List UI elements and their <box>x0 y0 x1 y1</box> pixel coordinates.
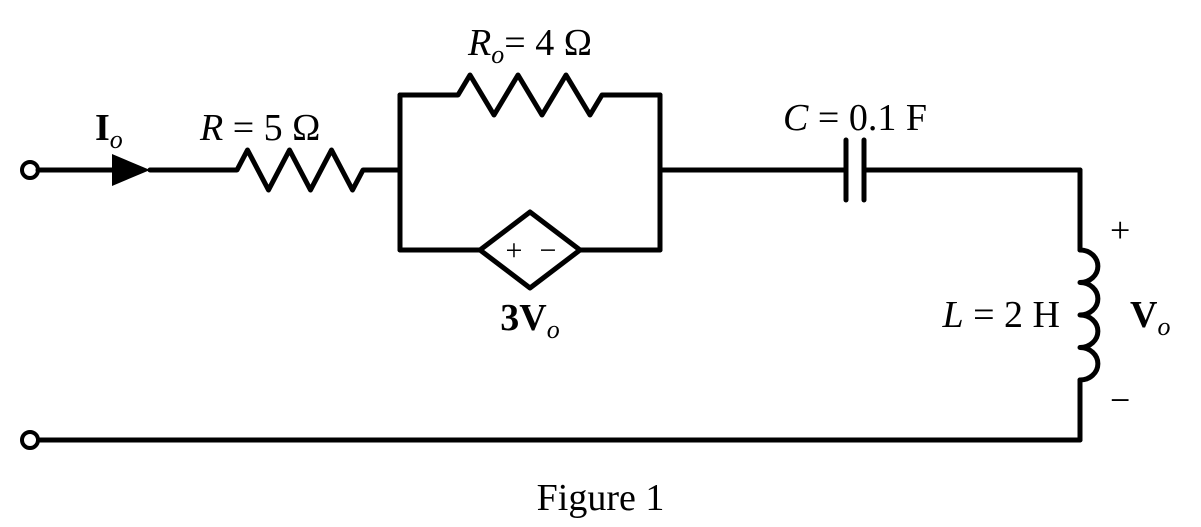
label-Ro: Ro= 4 Ω <box>467 22 592 69</box>
tspan-element: = 5 Ω <box>223 107 320 149</box>
tspan-element: I <box>95 107 110 149</box>
dep-src-minus: − <box>540 234 557 267</box>
tspan-element: o <box>1157 312 1170 341</box>
tspan-element: V <box>1130 294 1158 336</box>
tspan-element: + <box>1110 210 1130 250</box>
tspan-element: o <box>110 125 123 154</box>
vo-minus: − <box>1110 380 1130 420</box>
vo-plus: + <box>1110 210 1130 250</box>
tspan-element: = 0.1 F <box>808 97 927 139</box>
circuit-diagram: IoR = 5 ΩRo= 4 Ω+−3VoC = 0.1 F+−L = 2 HV… <box>0 0 1201 527</box>
polygon-element <box>480 212 580 288</box>
tspan-element: = 4 Ω <box>504 22 592 64</box>
label-L: L = 2 H <box>941 294 1060 336</box>
path-element <box>450 75 610 115</box>
tspan-element: C <box>783 97 809 139</box>
tspan-element: − <box>1110 380 1130 420</box>
label-Vo: Vo <box>1130 294 1170 341</box>
tspan-element: o <box>547 315 560 344</box>
polygon-element <box>112 154 150 186</box>
label-R: R = 5 Ω <box>199 107 320 149</box>
path-element <box>230 150 370 190</box>
tspan-element: o <box>491 40 504 69</box>
tspan-element: 3V <box>500 297 547 339</box>
tspan-element: L <box>941 294 963 336</box>
circle-element <box>22 432 38 448</box>
label-C: C = 0.1 F <box>783 97 927 139</box>
label-3Vo: 3Vo <box>500 297 559 344</box>
figure-caption: Figure 1 <box>537 477 665 519</box>
path-element <box>1080 250 1098 380</box>
tspan-element: = 2 H <box>964 294 1060 336</box>
tspan-element: R <box>467 22 491 64</box>
label-Io: Io <box>95 107 123 154</box>
tspan-element: + <box>506 234 523 267</box>
dep-src-plus: + <box>506 234 523 267</box>
tspan-element: − <box>540 234 557 267</box>
tspan-element: Figure 1 <box>537 477 665 519</box>
tspan-element: R <box>199 107 223 149</box>
